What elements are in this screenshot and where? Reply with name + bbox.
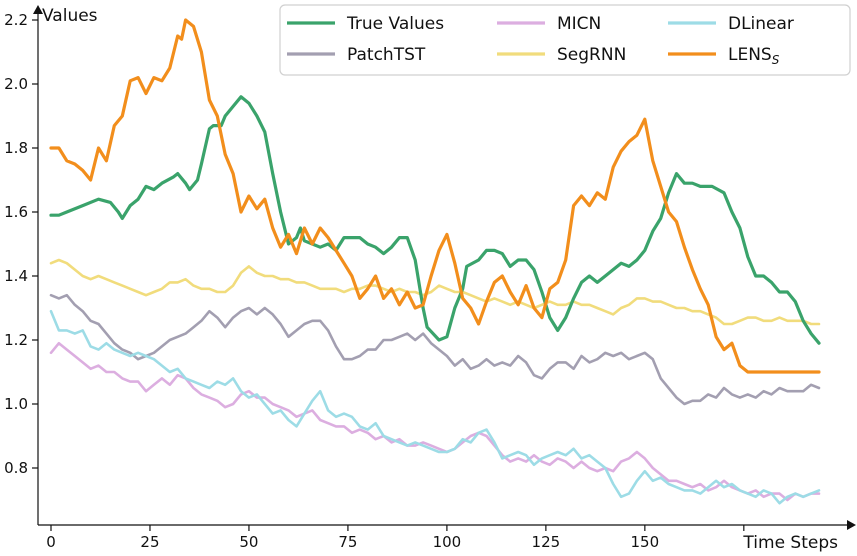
y-tick-label: 2.0 <box>4 75 28 93</box>
legend-label-text: PatchTST <box>347 45 426 65</box>
x-tick-label: 125 <box>532 533 561 551</box>
y-tick-label: 1.8 <box>4 139 28 157</box>
x-tick-label: 50 <box>239 533 258 551</box>
legend-label-text: SegRNN <box>557 45 626 65</box>
y-tick-label: 1.0 <box>4 395 28 413</box>
legend: True Values MICN DLinear PatchTST SegRNN LENS… <box>279 4 851 76</box>
legend-entry-segrnn: SegRNN <box>497 45 626 65</box>
legend-entry-dlinear: DLinear <box>668 14 794 34</box>
legend-label-text: LENS <box>728 45 772 65</box>
axis-ticks: 0 25 50 75 100 125 150 0.8 1.0 1.2 1.4 1.6 1.8 2.0 2.2 <box>4 11 745 551</box>
x-axis-arrow <box>847 520 856 530</box>
legend-label-text: True Values <box>346 14 444 34</box>
legend-entry-patchtst: PatchTST <box>287 45 426 65</box>
y-tick-label: 1.6 <box>4 203 28 221</box>
y-tick-label: 2.2 <box>4 11 28 29</box>
y-axis-arrow <box>33 5 43 14</box>
legend-label: LENSS <box>728 45 780 67</box>
y-tick-label: 1.4 <box>4 267 28 285</box>
legend-label-text: DLinear <box>728 14 794 34</box>
axes <box>33 5 856 530</box>
legend-entry-lens-s: LENSS <box>668 45 780 67</box>
x-axis-title: Time Steps <box>742 533 838 553</box>
x-tick-label: 0 <box>46 533 56 551</box>
y-tick-label: 1.2 <box>4 331 28 349</box>
series-line-lens-s <box>49 18 821 374</box>
x-tick-label: 75 <box>338 533 357 551</box>
y-axis-title: Values <box>42 6 98 26</box>
plot-area <box>49 18 821 505</box>
x-tick-label: 100 <box>433 533 462 551</box>
x-tick-label: 150 <box>631 533 660 551</box>
series-line-patchtst <box>49 293 821 406</box>
series-line-dlinear <box>49 309 821 505</box>
legend-label-subscript: S <box>772 53 780 67</box>
x-tick-label: 25 <box>140 533 159 551</box>
legend-entry-micn: MICN <box>497 14 601 34</box>
legend-label: SegRNN <box>557 45 626 65</box>
legend-label: True Values <box>346 14 444 34</box>
legend-entry-true-values: True Values <box>287 14 444 34</box>
series-line-segrnn <box>49 258 821 326</box>
series-line-micn <box>49 341 821 502</box>
legend-label: MICN <box>557 14 601 34</box>
legend-label-text: MICN <box>557 14 601 34</box>
legend-label: DLinear <box>728 14 794 34</box>
y-tick-label: 0.8 <box>4 459 28 477</box>
series-line-true-values <box>49 95 821 345</box>
legend-label: PatchTST <box>347 45 426 65</box>
